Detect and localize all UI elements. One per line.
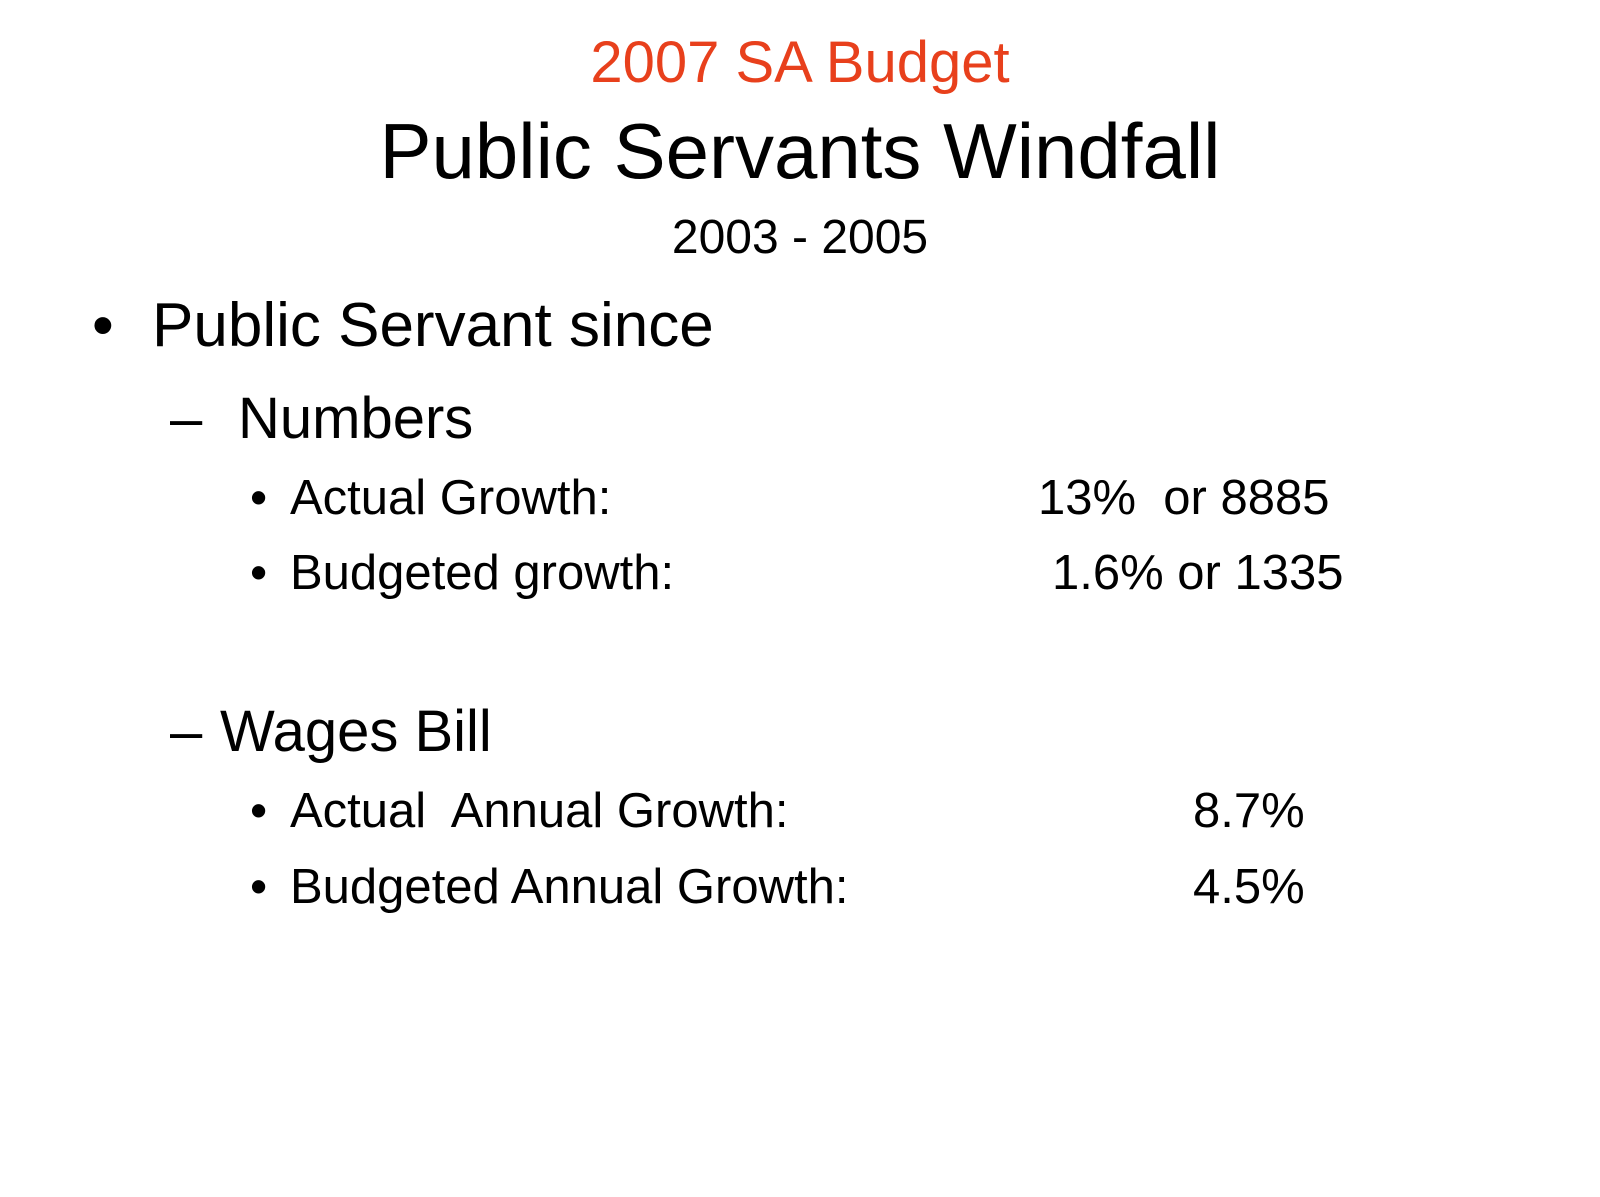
item-label: Budgeted growth: [290, 546, 675, 600]
item-label: Actual Annual Growth: [290, 784, 789, 838]
bullet-text: Public Servant since [152, 291, 714, 360]
item-label: Budgeted Annual Growth: [290, 860, 849, 914]
slide-subtitle: 2003 - 2005 [671, 211, 929, 264]
item-marker: • [250, 471, 268, 525]
dash-marker: – [170, 699, 203, 764]
item-value: 8.7% [1193, 784, 1305, 838]
dash-marker: – [170, 386, 203, 451]
item-value: 4.5% [1193, 860, 1305, 914]
item-value: 13% or 8885 [1038, 471, 1330, 525]
subbullet-heading: Wages Bill [220, 699, 492, 764]
item-marker: • [250, 546, 268, 600]
item-value: 1.6% or 1335 [1052, 546, 1344, 600]
item-marker: • [250, 860, 268, 914]
item-marker: • [250, 784, 268, 838]
slide-title: Public Servants Windfall [379, 107, 1221, 195]
slide-kicker: 2007 SA Budget [590, 30, 1010, 95]
subbullet-heading: Numbers [238, 386, 474, 451]
item-label: Actual Growth: [290, 471, 612, 525]
bullet-marker: • [92, 291, 114, 360]
